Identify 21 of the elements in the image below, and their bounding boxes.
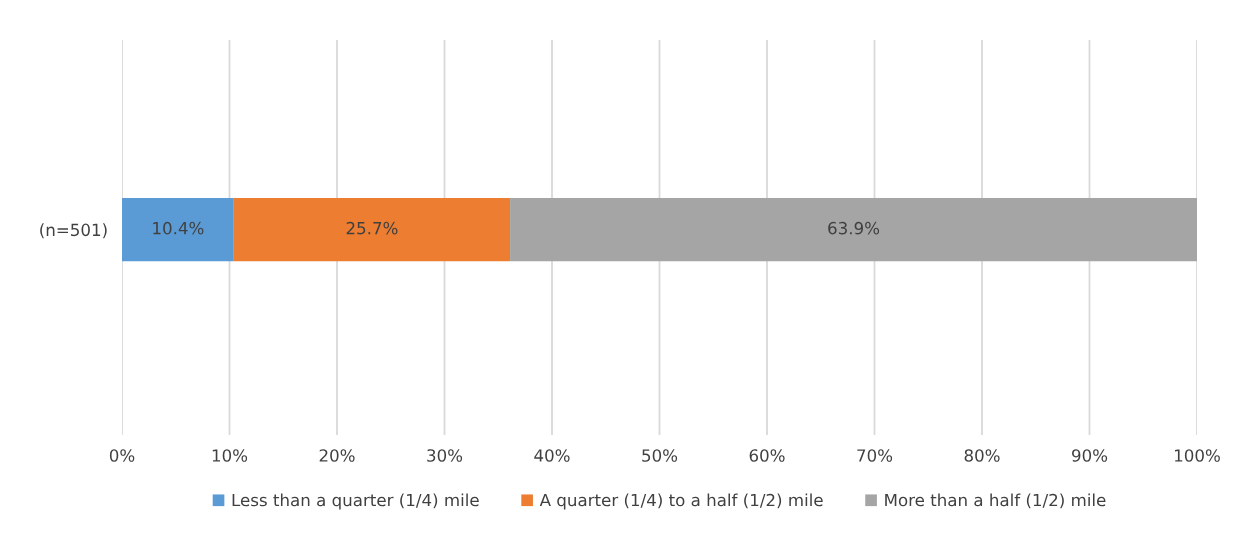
- x-tick-label: 40%: [534, 449, 570, 462]
- x-tick-label: 90%: [1072, 449, 1108, 462]
- x-tick-label: 10%: [212, 449, 248, 462]
- bar: [510, 198, 1197, 262]
- legend-label: Less than a quarter (1/4) mile: [232, 493, 479, 510]
- bar: [122, 198, 234, 262]
- legend-label: A quarter (1/4) to a half (1/2) mile: [539, 493, 823, 510]
- data-label: 25.7%: [346, 221, 398, 235]
- x-tick-label: 80%: [964, 449, 1000, 462]
- x-tick-label: 30%: [427, 449, 463, 462]
- y-tick-label: (n=501): [40, 223, 107, 239]
- legend-label: More than a half (1/2) mile: [885, 493, 1106, 509]
- x-tick-label: 70%: [857, 449, 893, 462]
- data-label: 10.4%: [153, 221, 204, 235]
- x-tick-label: 0%: [109, 449, 135, 462]
- x-tick-label: 50%: [642, 449, 678, 462]
- x-tick-label: 20%: [319, 449, 355, 462]
- bar: [233, 198, 511, 262]
- x-tick-label: 100%: [1175, 449, 1220, 462]
- data-label: 63.9%: [828, 221, 880, 235]
- x-tick-label: 60%: [749, 449, 785, 462]
